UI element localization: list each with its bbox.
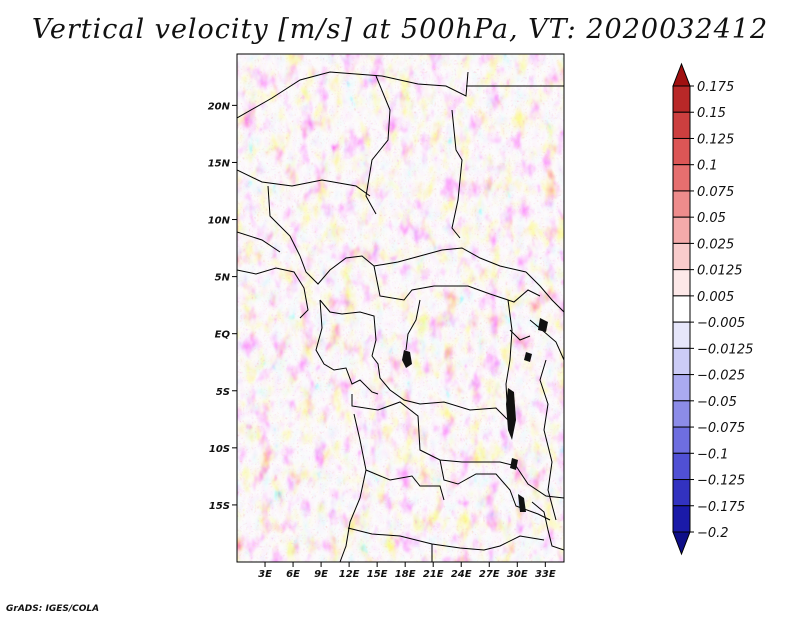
colorbar-bottom-triangle (672, 531, 691, 556)
colorbar-label: −0.1 (697, 447, 729, 462)
colorbar-box (672, 505, 691, 533)
colorbar-box (672, 452, 691, 481)
grads-credit: GrADS: IGES/COLA (6, 604, 100, 614)
colorbar-box (672, 374, 691, 402)
colorbar-box (672, 216, 691, 244)
longitude-axis: 3E 6E 9E 12E 15E 18E 21E 24E 27E 30E 33E (258, 562, 556, 580)
colorbar-label: 0.075 (697, 185, 734, 200)
colorbar-box (672, 295, 691, 323)
colorbar-box (672, 190, 691, 218)
colorbar-box (672, 137, 691, 166)
colorbar-label: 0.1 (697, 159, 718, 174)
lat-tick-label: 10N (208, 216, 231, 227)
lon-tick-label: 6E (286, 569, 300, 580)
latitude-axis: 20N 15N 10N 5N EQ 5S 10S 15S (208, 101, 237, 512)
colorbar-label: 0.15 (697, 106, 726, 121)
colorbar-label: −0.175 (697, 500, 745, 515)
colorbar-label: −0.005 (697, 316, 745, 331)
colorbar-box (672, 85, 691, 113)
lon-tick-label: 33E (535, 569, 556, 580)
lon-tick-label: 30E (507, 569, 528, 580)
colorbar-label: 0.125 (697, 132, 734, 147)
lon-tick-label: 21E (423, 569, 444, 580)
colorbar-label: −0.075 (697, 421, 745, 436)
colorbar-label: 0.05 (697, 211, 726, 226)
lat-tick-label: 15S (209, 501, 230, 512)
colorbar-label: −0.05 (697, 395, 737, 410)
lon-tick-label: 18E (395, 569, 416, 580)
country-borders (237, 71, 564, 562)
colorbar: 0.175 0.15 0.125 0.1 0.075 0.05 0.025 0.0125 0.0… (672, 62, 753, 556)
lon-tick-label: 15E (367, 569, 388, 580)
colorbar-box (672, 164, 691, 192)
colorbar-box (672, 426, 691, 454)
colorbar-box (672, 111, 691, 139)
lakes (402, 318, 548, 512)
colorbar-label: 0.025 (697, 237, 734, 252)
colorbar-label: −0.025 (697, 369, 745, 384)
colorbar-top-triangle (672, 62, 691, 87)
colorbar-box (672, 479, 691, 507)
colorbar-label: −0.0125 (697, 342, 753, 357)
lon-tick-label: 24E (451, 569, 472, 580)
colorbar-box (672, 242, 691, 271)
lat-tick-label: 5N (215, 273, 231, 284)
lat-tick-label: 20N (208, 101, 231, 112)
lon-tick-label: 27E (479, 569, 500, 580)
colorbar-label: 0.005 (697, 290, 734, 305)
chart-title: Vertical velocity [m/s] at 500hPa, VT: 2… (31, 14, 769, 45)
colorbar-box (672, 321, 691, 349)
lat-tick-label: 10S (209, 444, 230, 455)
lon-tick-label: 9E (314, 569, 328, 580)
colorbar-box (672, 400, 691, 428)
lat-tick-label: 5S (216, 387, 230, 398)
lon-tick-label: 12E (339, 569, 360, 580)
lat-tick-label: EQ (215, 330, 231, 341)
vertical-velocity-field (237, 54, 564, 562)
map-frame (236, 53, 565, 563)
colorbar-label: −0.125 (697, 474, 745, 489)
colorbar-label: 0.175 (697, 80, 734, 95)
colorbar-box (672, 269, 691, 297)
colorbar-label: −0.2 (697, 526, 729, 541)
colorbar-label: 0.0125 (697, 264, 743, 279)
lat-tick-label: 15N (208, 158, 231, 169)
colorbar-box (672, 347, 691, 376)
lon-tick-label: 3E (258, 569, 272, 580)
